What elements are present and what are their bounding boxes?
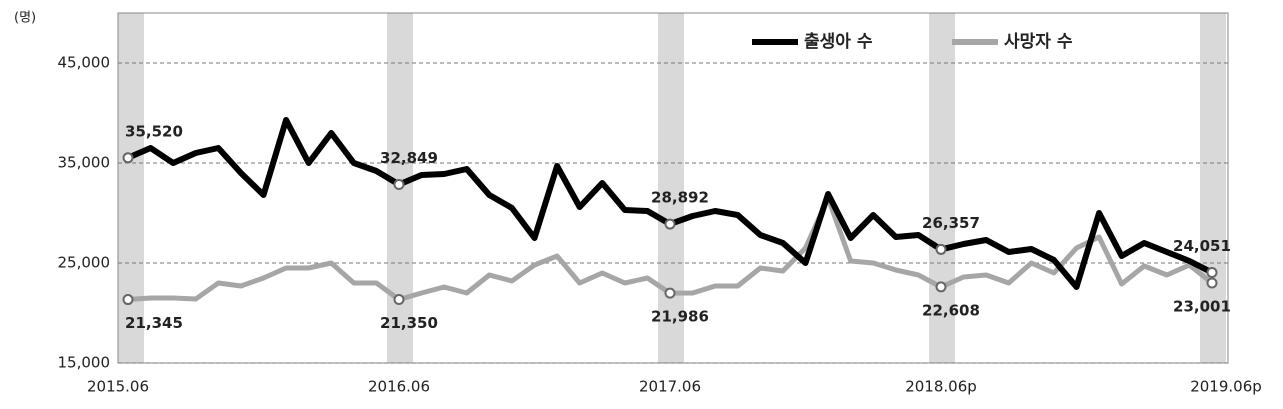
period-band: [1200, 13, 1226, 363]
point-marker: [1206, 277, 1218, 289]
period-band: [658, 13, 684, 363]
x-tick-label: 2018.06p: [905, 378, 977, 396]
data-label: 21,350: [380, 314, 438, 332]
point-marker: [393, 294, 405, 305]
data-label: 21,345: [125, 314, 183, 332]
data-label: 26,357: [922, 214, 980, 232]
x-tick-label: 2019.06p: [1190, 378, 1262, 396]
point-marker: [664, 218, 676, 230]
point-marker: [1206, 266, 1218, 278]
point-marker: [122, 152, 134, 164]
x-tick-label: 2015.06: [87, 378, 149, 396]
data-label: 24,051: [1173, 237, 1231, 255]
data-label: 32,849: [380, 149, 438, 167]
data-label: 28,892: [651, 189, 709, 207]
legend-label: 사망자 수: [1004, 32, 1073, 52]
point-marker: [122, 294, 134, 306]
data-label: 22,608: [922, 301, 980, 319]
data-label: 21,986: [651, 308, 709, 326]
period-band: [118, 13, 144, 363]
point-marker: [935, 243, 947, 255]
x-tick-label: 2017.06: [639, 378, 701, 396]
period-band: [929, 13, 955, 363]
x-tick-label: 2016.06: [368, 378, 430, 396]
unit-label: (명): [14, 11, 36, 26]
y-tick-label: 15,000: [58, 354, 111, 372]
y-tick-label: 25,000: [58, 254, 111, 272]
legend-label: 출생아 수: [804, 32, 873, 52]
point-marker: [664, 287, 676, 299]
data-label: 35,520: [125, 122, 183, 140]
data-label: 23,001: [1173, 297, 1231, 315]
point-marker: [393, 179, 405, 191]
y-tick-label: 45,000: [58, 54, 111, 72]
y-tick-label: 35,000: [58, 154, 111, 172]
point-marker: [935, 281, 947, 293]
